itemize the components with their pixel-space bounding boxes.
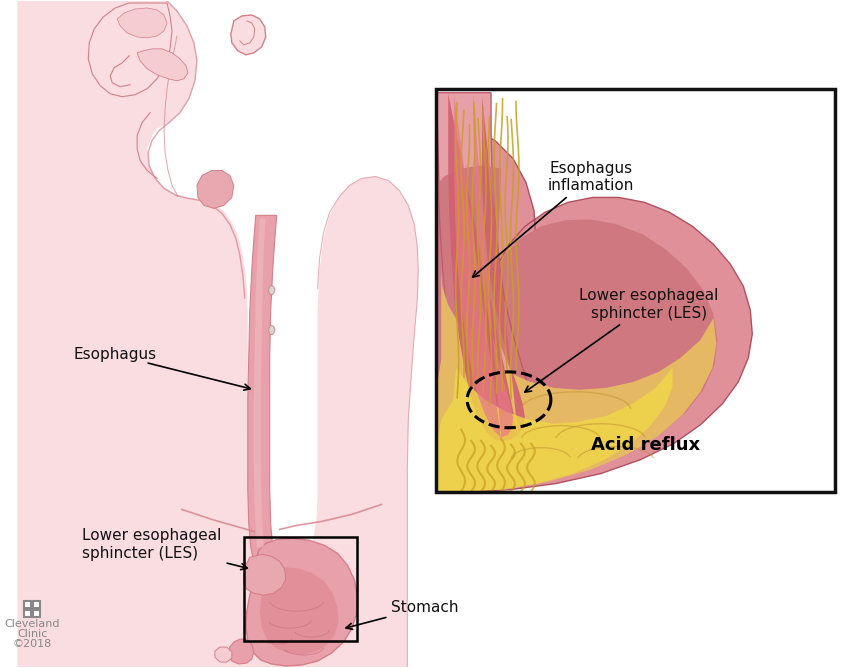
Text: Clinic: Clinic (17, 629, 48, 639)
Text: Acid reflux: Acid reflux (591, 436, 700, 454)
Ellipse shape (269, 325, 275, 335)
Polygon shape (260, 567, 338, 655)
Polygon shape (215, 647, 232, 662)
Bar (436, 89, 835, 492)
Text: Lower esophageal
sphincter (LES): Lower esophageal sphincter (LES) (82, 528, 247, 570)
Bar (25, 601, 31, 608)
Polygon shape (491, 93, 534, 441)
Text: Stomach: Stomach (346, 600, 459, 629)
Polygon shape (244, 554, 286, 595)
Polygon shape (448, 94, 525, 442)
Bar (31, 609, 35, 610)
Bar (244, 537, 358, 641)
Polygon shape (436, 93, 490, 444)
Polygon shape (137, 49, 188, 81)
Text: Lower esophageal
sphincter (LES): Lower esophageal sphincter (LES) (524, 288, 718, 392)
Ellipse shape (269, 286, 275, 295)
Polygon shape (231, 15, 266, 55)
Polygon shape (436, 268, 717, 492)
Text: Esophagus
inflamation: Esophagus inflamation (473, 160, 634, 277)
Text: Esophagus: Esophagus (74, 347, 250, 390)
Polygon shape (254, 218, 266, 547)
Polygon shape (436, 123, 752, 492)
Text: Cleveland: Cleveland (5, 619, 60, 629)
Polygon shape (436, 368, 672, 492)
Polygon shape (117, 8, 167, 38)
Polygon shape (454, 95, 513, 438)
Polygon shape (248, 215, 280, 571)
Polygon shape (197, 170, 234, 208)
Polygon shape (436, 93, 534, 447)
Bar (436, 89, 835, 492)
Bar (25, 610, 31, 617)
Polygon shape (88, 3, 172, 97)
Bar (31, 607, 33, 611)
Bar (33, 610, 41, 617)
Polygon shape (18, 1, 418, 667)
Polygon shape (436, 166, 717, 492)
Text: ©2018: ©2018 (13, 639, 52, 649)
Bar (33, 601, 41, 608)
Polygon shape (229, 639, 254, 664)
Polygon shape (246, 538, 358, 666)
